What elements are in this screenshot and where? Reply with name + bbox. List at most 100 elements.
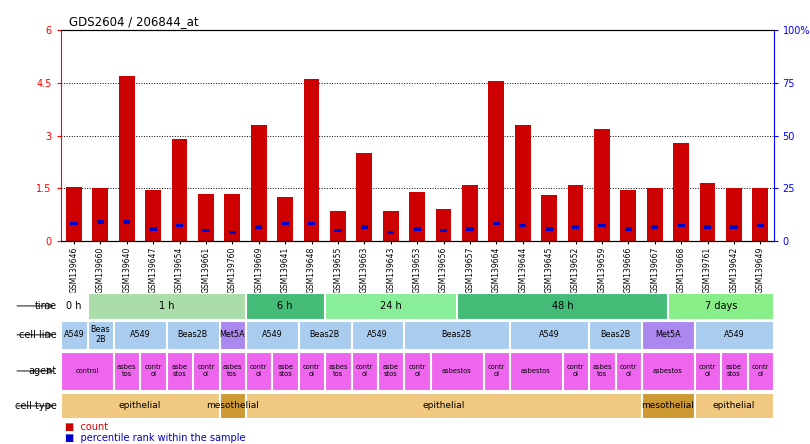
Bar [700, 183, 715, 241]
Bar [150, 227, 156, 230]
Bar [66, 186, 82, 241]
Bar [387, 230, 394, 234]
Bar [695, 352, 720, 390]
Bar [167, 321, 219, 349]
Bar [695, 321, 773, 349]
Bar [414, 227, 420, 230]
Text: asbe
stos: asbe stos [277, 365, 293, 377]
Bar [647, 188, 663, 241]
Bar [673, 143, 689, 241]
Bar [616, 352, 641, 390]
Bar [87, 321, 113, 349]
Bar [140, 352, 166, 390]
Bar [299, 321, 351, 349]
Bar [668, 293, 773, 319]
Bar [123, 220, 130, 223]
Bar [757, 223, 764, 227]
Text: A549: A549 [723, 330, 744, 339]
Bar [330, 211, 346, 241]
Text: 24 h: 24 h [380, 301, 402, 311]
Bar [62, 321, 87, 349]
Bar [541, 195, 557, 241]
Bar [404, 321, 509, 349]
Bar [484, 352, 509, 390]
Bar [176, 223, 183, 227]
Bar [277, 197, 293, 241]
Bar [246, 293, 324, 319]
Text: contr
ol: contr ol [488, 365, 505, 377]
Bar [220, 393, 245, 419]
Text: control: control [75, 368, 99, 374]
Bar [92, 188, 109, 241]
Bar [594, 129, 610, 241]
Text: Beas2B: Beas2B [600, 330, 630, 339]
Bar [409, 192, 425, 241]
Text: asbestos: asbestos [653, 368, 683, 374]
Bar [695, 393, 773, 419]
Bar [62, 293, 87, 319]
Text: agent: agent [28, 366, 57, 376]
Text: contr
ol: contr ol [620, 365, 637, 377]
Bar [731, 225, 738, 229]
Bar [431, 352, 483, 390]
Text: contr
ol: contr ol [303, 365, 320, 377]
Bar [272, 352, 298, 390]
Bar [246, 393, 641, 419]
Text: cell type: cell type [15, 401, 57, 411]
Bar [114, 352, 139, 390]
Text: asbes
tos: asbes tos [117, 365, 137, 377]
Bar [62, 352, 113, 390]
Bar [563, 352, 588, 390]
Text: A549: A549 [130, 330, 151, 339]
Text: contr
ol: contr ol [250, 365, 267, 377]
Bar [224, 194, 241, 241]
Bar [352, 352, 377, 390]
Bar [704, 225, 711, 229]
Text: contr
ol: contr ol [752, 365, 769, 377]
Bar [255, 225, 262, 229]
Bar [62, 393, 219, 419]
Text: A549: A549 [367, 330, 388, 339]
Bar [748, 352, 773, 390]
Text: ■  count: ■ count [65, 422, 108, 432]
Bar [335, 229, 342, 232]
Text: asbestos: asbestos [521, 368, 551, 374]
Text: Met5A: Met5A [655, 330, 680, 339]
Bar [145, 190, 161, 241]
Text: 6 h: 6 h [277, 301, 293, 311]
Text: asbes
tos: asbes tos [328, 365, 347, 377]
Text: Beas2B: Beas2B [441, 330, 472, 339]
Text: asbe
stos: asbe stos [172, 365, 188, 377]
Bar [352, 321, 403, 349]
Text: epithelial: epithelial [713, 401, 755, 410]
Text: A549: A549 [539, 330, 560, 339]
Bar [228, 230, 236, 234]
Bar [752, 188, 768, 241]
Bar [114, 321, 166, 349]
Text: ■  percentile rank within the sample: ■ percentile rank within the sample [65, 433, 245, 443]
Text: mesothelial: mesothelial [206, 401, 258, 410]
Text: asbes
tos: asbes tos [223, 365, 242, 377]
Text: A549: A549 [262, 330, 283, 339]
Text: asbe
stos: asbe stos [726, 365, 742, 377]
Bar [572, 225, 579, 229]
Bar [436, 210, 451, 241]
Bar [519, 223, 526, 227]
Bar [642, 321, 694, 349]
Text: Beas2B: Beas2B [177, 330, 208, 339]
Bar [642, 352, 694, 390]
Text: time: time [35, 301, 57, 311]
Text: 0 h: 0 h [66, 301, 82, 311]
Bar [383, 211, 399, 241]
Text: contr
ol: contr ol [356, 365, 373, 377]
Bar [326, 293, 456, 319]
Bar [651, 225, 659, 229]
Bar [590, 352, 615, 390]
Bar [246, 321, 298, 349]
Bar [568, 185, 583, 241]
Bar [620, 190, 637, 241]
Bar [510, 321, 588, 349]
Bar [467, 227, 474, 230]
Bar [87, 293, 245, 319]
Bar [510, 352, 562, 390]
